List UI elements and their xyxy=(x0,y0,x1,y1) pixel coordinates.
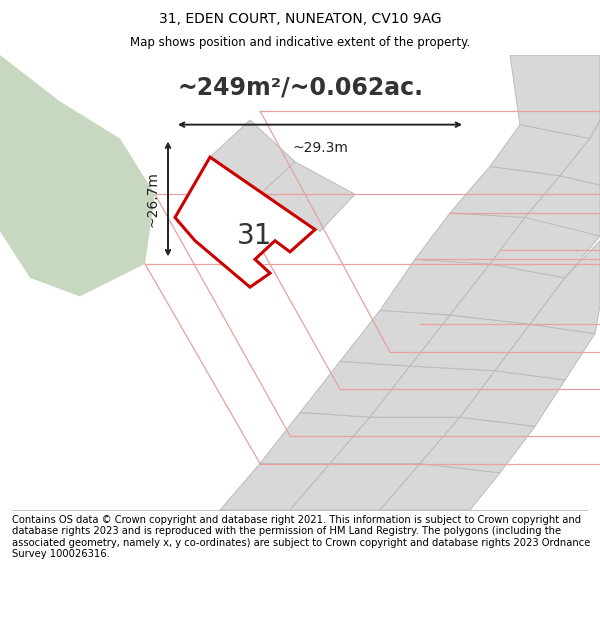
Polygon shape xyxy=(415,213,525,264)
Text: 31: 31 xyxy=(237,222,272,250)
Polygon shape xyxy=(450,166,560,217)
Polygon shape xyxy=(340,311,450,366)
Polygon shape xyxy=(560,120,600,185)
Polygon shape xyxy=(220,464,330,510)
Polygon shape xyxy=(175,157,315,287)
Polygon shape xyxy=(210,120,295,194)
Polygon shape xyxy=(380,259,490,315)
Polygon shape xyxy=(490,124,590,176)
Polygon shape xyxy=(460,371,565,426)
Polygon shape xyxy=(525,176,600,236)
Text: Contains OS data © Crown copyright and database right 2021. This information is : Contains OS data © Crown copyright and d… xyxy=(12,514,590,559)
Polygon shape xyxy=(260,412,370,464)
Polygon shape xyxy=(370,366,495,417)
Text: Map shows position and indicative extent of the property.: Map shows position and indicative extent… xyxy=(130,36,470,49)
Polygon shape xyxy=(290,464,420,510)
Polygon shape xyxy=(510,55,600,139)
Polygon shape xyxy=(450,264,565,324)
Polygon shape xyxy=(0,55,155,296)
Text: ~249m²/~0.062ac.: ~249m²/~0.062ac. xyxy=(177,76,423,99)
Polygon shape xyxy=(490,185,600,278)
Polygon shape xyxy=(380,464,500,510)
Text: ~26.7m: ~26.7m xyxy=(145,171,159,227)
Text: ~29.3m: ~29.3m xyxy=(292,141,348,156)
Text: 31, EDEN COURT, NUNEATON, CV10 9AG: 31, EDEN COURT, NUNEATON, CV10 9AG xyxy=(158,12,442,26)
Polygon shape xyxy=(300,361,410,417)
Polygon shape xyxy=(420,417,535,473)
Polygon shape xyxy=(260,162,355,231)
Polygon shape xyxy=(330,417,460,464)
Polygon shape xyxy=(495,324,595,380)
Polygon shape xyxy=(410,315,530,371)
Polygon shape xyxy=(530,241,600,334)
